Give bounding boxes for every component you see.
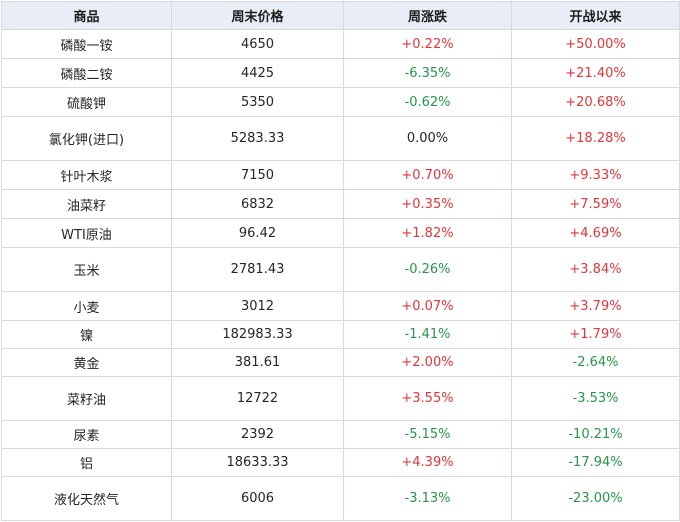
table-row: 小麦 3012 +0.07% +3.79% (1, 291, 680, 321)
weekend-price: 4650 (171, 29, 344, 59)
weekend-price: 182983.33 (171, 320, 344, 349)
since-war-change: +4.69% (511, 218, 680, 248)
weekly-change: -6.35% (343, 58, 512, 88)
weekly-change: -0.26% (343, 247, 512, 292)
since-war-change: +3.84% (511, 247, 680, 292)
table-row: 针叶木浆 7150 +0.70% +9.33% (1, 160, 680, 190)
since-war-change: +1.79% (511, 320, 680, 349)
since-war-change: +7.59% (511, 189, 680, 219)
commodity-name: 尿素 (1, 420, 172, 449)
weekend-price: 4425 (171, 58, 344, 88)
commodity-name: 铝 (1, 448, 172, 477)
table-row: 黄金 381.61 +2.00% -2.64% (1, 348, 680, 377)
table-row: 玉米 2781.43 -0.26% +3.84% (1, 247, 680, 292)
weekend-price: 96.42 (171, 218, 344, 248)
weekly-change: +0.07% (343, 291, 512, 321)
commodity-name: 菜籽油 (1, 376, 172, 421)
commodity-name: 玉米 (1, 247, 172, 292)
table-row: 铝 18633.33 +4.39% -17.94% (1, 448, 680, 477)
commodity-name: 镍 (1, 320, 172, 349)
weekend-price: 7150 (171, 160, 344, 190)
table-row: 硫酸钾 5350 -0.62% +20.68% (1, 87, 680, 117)
weekend-price: 18633.33 (171, 448, 344, 477)
commodity-name: 黄金 (1, 348, 172, 377)
table-row: 油菜籽 6832 +0.35% +7.59% (1, 189, 680, 219)
weekly-change: +2.00% (343, 348, 512, 377)
table-row: 尿素 2392 -5.15% -10.21% (1, 420, 680, 449)
table-row: 菜籽油 12722 +3.55% -3.53% (1, 376, 680, 421)
since-war-change: -17.94% (511, 448, 680, 477)
weekend-price: 5350 (171, 87, 344, 117)
header-commodity: 商品 (1, 1, 172, 30)
weekly-change: +1.82% (343, 218, 512, 248)
since-war-change: -10.21% (511, 420, 680, 449)
commodity-name: 磷酸一铵 (1, 29, 172, 59)
since-war-change: +3.79% (511, 291, 680, 321)
weekly-change: -0.62% (343, 87, 512, 117)
weekly-change: +4.39% (343, 448, 512, 477)
weekend-price: 381.61 (171, 348, 344, 377)
since-war-change: +9.33% (511, 160, 680, 190)
since-war-change: +20.68% (511, 87, 680, 117)
weekly-change: -3.13% (343, 476, 512, 521)
since-war-change: -3.53% (511, 376, 680, 421)
since-war-change: -23.00% (511, 476, 680, 521)
table-row: 氯化钾(进口) 5283.33 0.00% +18.28% (1, 116, 680, 161)
commodity-name: 小麦 (1, 291, 172, 321)
table-row: 磷酸二铵 4425 -6.35% +21.40% (1, 58, 680, 88)
weekend-price: 6006 (171, 476, 344, 521)
weekend-price: 3012 (171, 291, 344, 321)
since-war-change: +18.28% (511, 116, 680, 161)
weekend-price: 6832 (171, 189, 344, 219)
since-war-change: -2.64% (511, 348, 680, 377)
since-war-change: +21.40% (511, 58, 680, 88)
commodity-name: 针叶木浆 (1, 160, 172, 190)
commodity-name: 氯化钾(进口) (1, 116, 172, 161)
weekly-change: +0.35% (343, 189, 512, 219)
weekly-change: +0.70% (343, 160, 512, 190)
weekend-price: 2781.43 (171, 247, 344, 292)
commodity-name: 磷酸二铵 (1, 58, 172, 88)
weekly-change: 0.00% (343, 116, 512, 161)
commodity-name: 硫酸钾 (1, 87, 172, 117)
table-row: 镍 182983.33 -1.41% +1.79% (1, 320, 680, 349)
weekly-change: -1.41% (343, 320, 512, 349)
commodity-name: 液化天然气 (1, 476, 172, 521)
header-since-war: 开战以来 (511, 1, 680, 30)
header-weekend-price: 周末价格 (171, 1, 344, 30)
weekend-price: 2392 (171, 420, 344, 449)
weekly-change: +0.22% (343, 29, 512, 59)
weekly-change: +3.55% (343, 376, 512, 421)
commodity-name: WTI原油 (1, 218, 172, 248)
table-row: 液化天然气 6006 -3.13% -23.00% (1, 476, 680, 521)
commodity-name: 油菜籽 (1, 189, 172, 219)
table-header-row: 商品 周末价格 周涨跌 开战以来 (1, 1, 680, 30)
weekly-change: -5.15% (343, 420, 512, 449)
weekend-price: 12722 (171, 376, 344, 421)
since-war-change: +50.00% (511, 29, 680, 59)
weekend-price: 5283.33 (171, 116, 344, 161)
table-row: WTI原油 96.42 +1.82% +4.69% (1, 218, 680, 248)
table-row: 磷酸一铵 4650 +0.22% +50.00% (1, 29, 680, 59)
header-weekly-change: 周涨跌 (343, 1, 512, 30)
